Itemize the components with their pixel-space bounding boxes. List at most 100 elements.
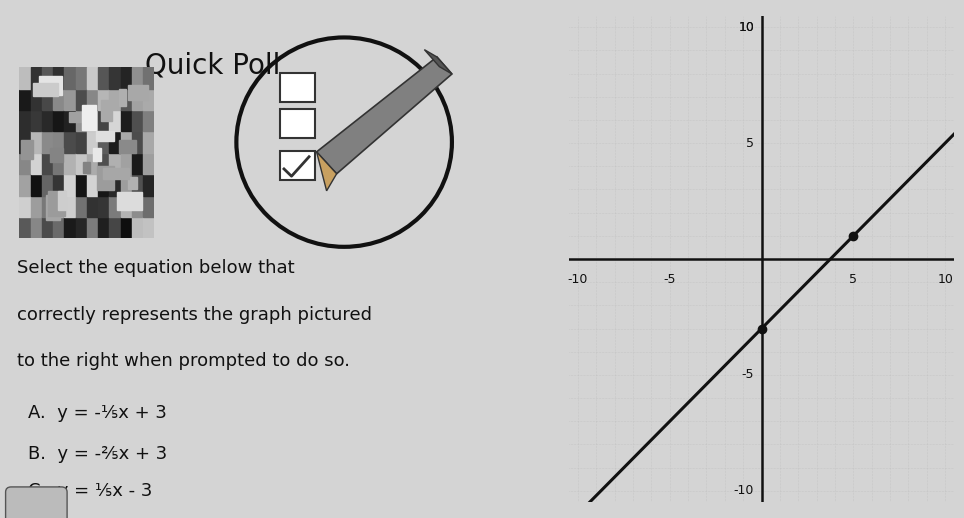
Bar [53, 110, 65, 132]
Bar [87, 174, 98, 195]
Bar [143, 132, 154, 153]
Bar [132, 110, 143, 132]
Bar [41, 153, 53, 174]
Bar [87, 217, 98, 238]
Bar [46, 195, 60, 220]
Bar [143, 153, 154, 174]
Bar [132, 89, 143, 110]
Bar [83, 162, 90, 172]
Bar [53, 195, 65, 217]
Bar [120, 110, 132, 132]
Bar [132, 153, 143, 174]
Bar [69, 112, 81, 122]
Bar [132, 132, 143, 153]
Bar [120, 153, 132, 174]
Bar [120, 132, 132, 153]
Bar [31, 174, 41, 195]
Bar [19, 67, 31, 89]
Text: Select the equation below that: Select the equation below that [16, 259, 294, 277]
Text: -5: -5 [741, 368, 754, 381]
Bar [53, 67, 65, 89]
Bar [87, 89, 98, 110]
Polygon shape [424, 50, 452, 74]
Bar [19, 110, 31, 132]
Bar [21, 140, 33, 160]
Bar [132, 174, 143, 195]
Bar [75, 153, 87, 174]
Bar [98, 132, 109, 153]
Bar [96, 131, 114, 141]
Bar [53, 174, 65, 195]
Bar [65, 195, 75, 217]
Text: 5: 5 [746, 137, 754, 150]
Text: -10: -10 [568, 273, 588, 286]
Bar [103, 168, 129, 179]
Bar [31, 89, 41, 110]
Bar [132, 195, 143, 217]
Bar [75, 110, 87, 132]
Text: 10: 10 [937, 273, 953, 286]
FancyBboxPatch shape [281, 109, 315, 138]
Bar [119, 89, 125, 106]
Bar [109, 110, 120, 132]
Bar [31, 67, 41, 89]
Bar [75, 67, 87, 89]
Bar [58, 191, 66, 210]
Bar [87, 195, 98, 217]
Bar [33, 83, 58, 96]
Bar [65, 67, 75, 89]
Text: correctly represents the graph pictured: correctly represents the graph pictured [16, 306, 372, 324]
Bar [128, 177, 137, 190]
Text: A.  y = -⅕x + 3: A. y = -⅕x + 3 [28, 404, 167, 422]
Text: D  19: D 19 [14, 493, 43, 503]
Bar [39, 76, 62, 95]
Bar [120, 217, 132, 238]
Bar [19, 89, 31, 110]
Bar [19, 217, 31, 238]
Bar [143, 174, 154, 195]
Bar [31, 195, 41, 217]
Bar [41, 174, 53, 195]
Bar [65, 132, 75, 153]
Bar [41, 67, 53, 89]
Text: to the right when prompted to do so.: to the right when prompted to do so. [16, 352, 350, 370]
Bar [65, 153, 75, 174]
Polygon shape [316, 152, 336, 191]
FancyBboxPatch shape [281, 73, 315, 102]
Bar [41, 195, 53, 217]
Bar [65, 89, 75, 110]
Bar [41, 132, 53, 153]
Text: -10: -10 [734, 484, 754, 497]
Bar [50, 148, 63, 162]
Bar [101, 100, 113, 121]
Bar [65, 217, 75, 238]
Bar [87, 132, 98, 153]
Bar [143, 217, 154, 238]
Text: C.  y = ⅕x - 3: C. y = ⅕x - 3 [28, 482, 152, 500]
Bar [98, 67, 109, 89]
Bar [109, 67, 120, 89]
Bar [31, 110, 41, 132]
Bar [120, 174, 132, 195]
Bar [109, 132, 120, 153]
Bar [41, 217, 53, 238]
Bar [41, 110, 53, 132]
Bar [120, 67, 132, 89]
Bar [87, 153, 98, 174]
Bar [87, 110, 98, 132]
Bar [109, 195, 120, 217]
Bar [19, 195, 31, 217]
Bar [98, 217, 109, 238]
Bar [98, 110, 109, 132]
Bar [96, 166, 114, 190]
Bar [75, 89, 87, 110]
FancyBboxPatch shape [6, 487, 67, 518]
Bar [143, 195, 154, 217]
Bar [19, 153, 31, 174]
Bar [94, 148, 101, 161]
Bar [120, 195, 132, 217]
Bar [132, 67, 143, 89]
Bar [98, 89, 109, 110]
Bar [75, 217, 87, 238]
Bar [143, 67, 154, 89]
